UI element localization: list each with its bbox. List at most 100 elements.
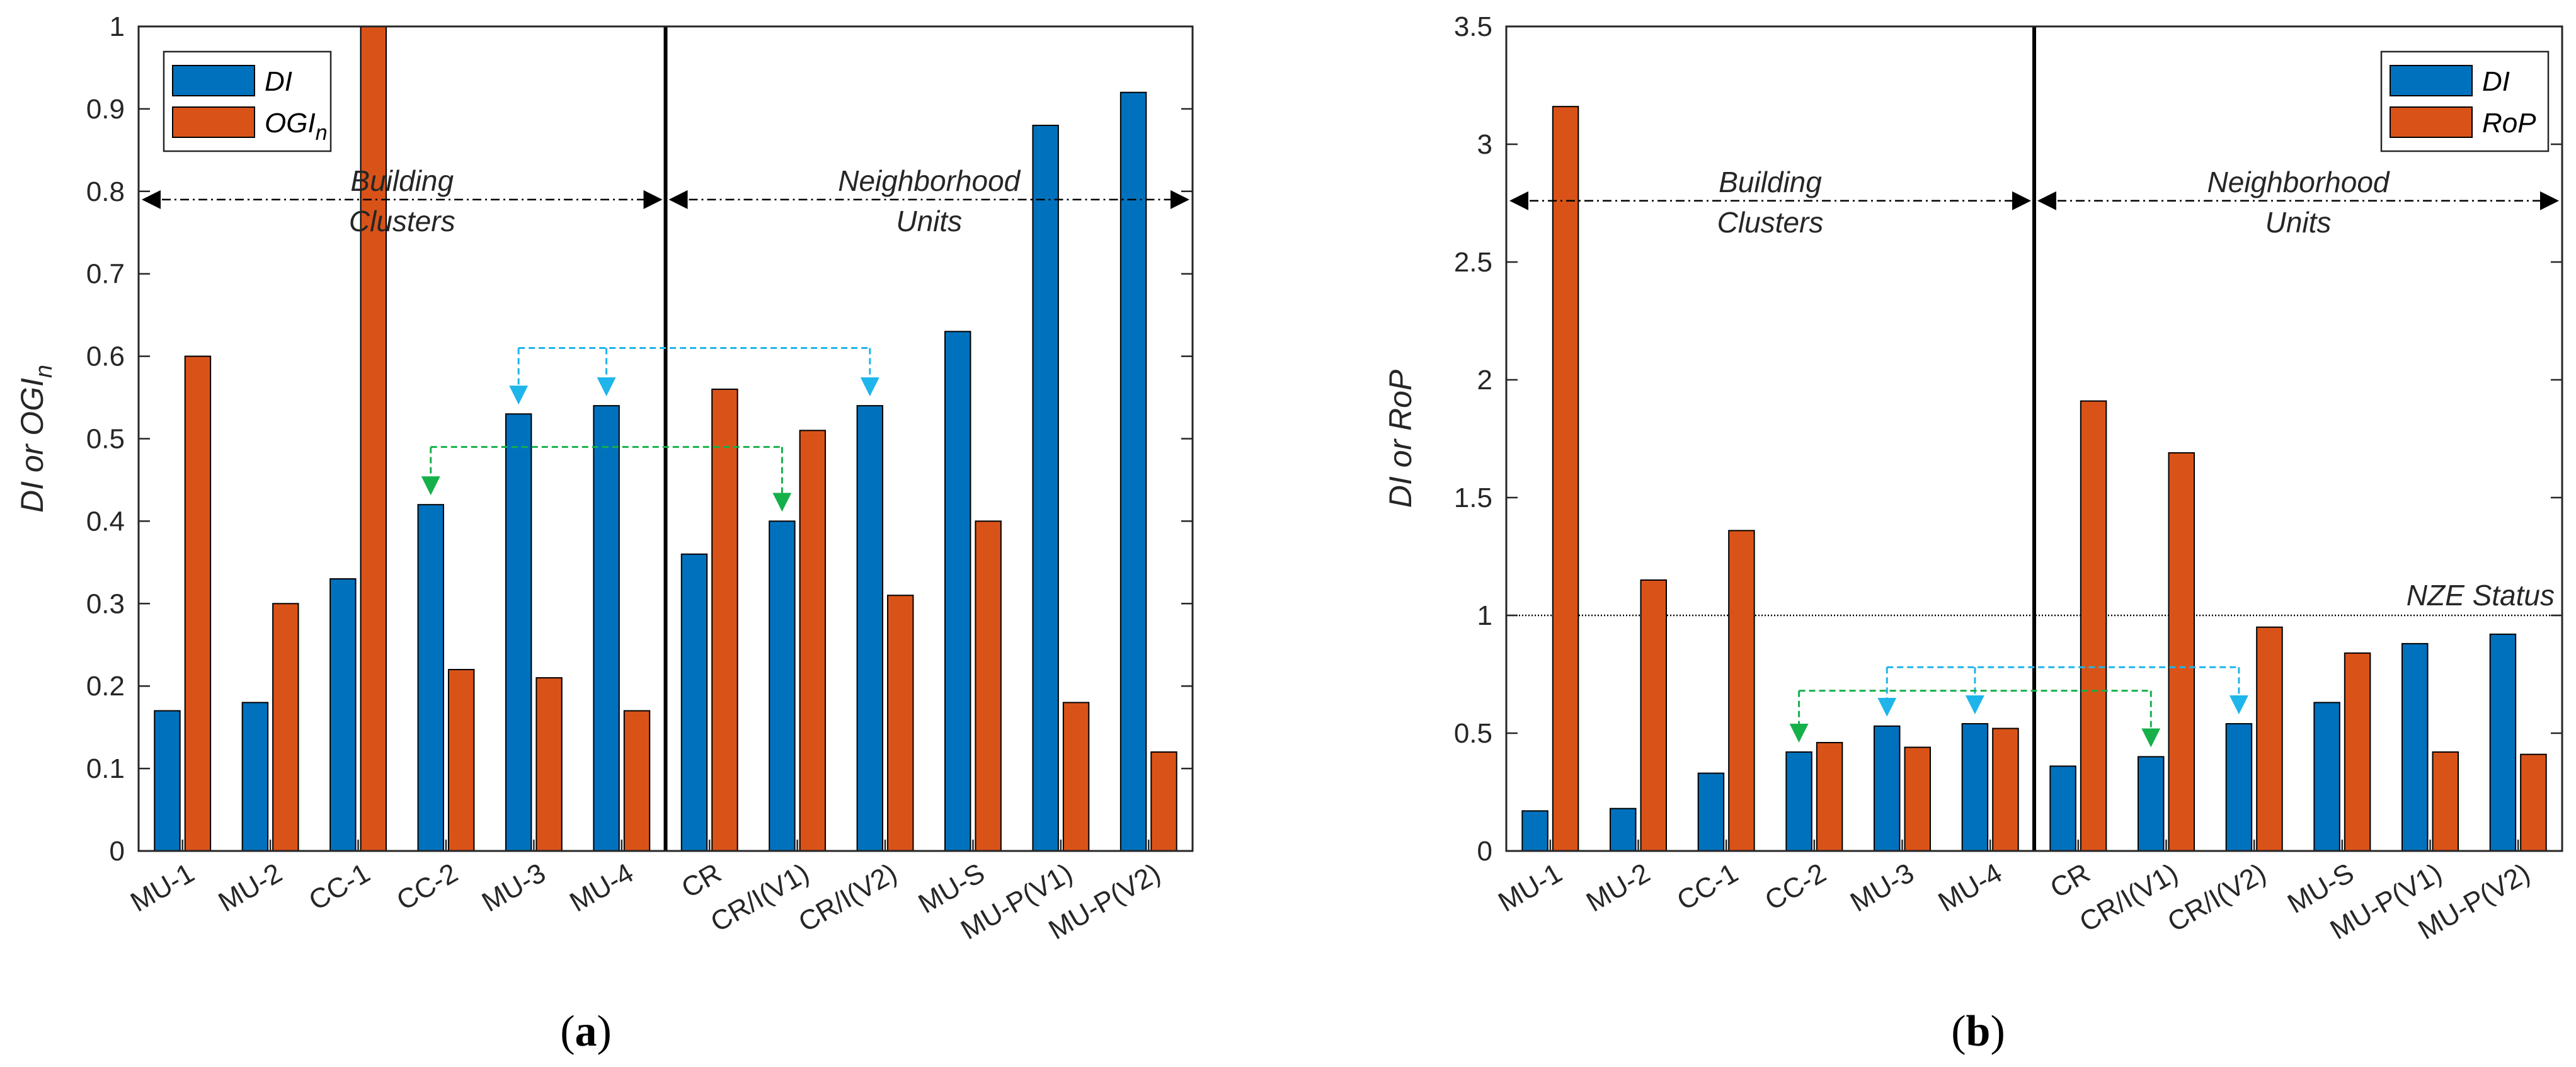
xtick-label: MU-2 [1581,857,1656,918]
bar-ogi-cr-i-v1- [799,430,827,852]
group-label-line1: Building [1719,166,1822,198]
bar-di-mu-p-v1- [2401,642,2429,852]
group-label-line2: Units [2265,206,2332,239]
bar-di-mu-p-v2- [2489,633,2517,852]
bar-ogi-cr [711,388,738,852]
xtick-label: CR/I(V2) [793,857,902,938]
ytick-label: 0.4 [86,506,125,537]
xtick-label: MU-1 [1493,857,1567,918]
ytick-label: 0.5 [1454,718,1492,749]
bar-di-cr-i-v1- [769,520,796,852]
xtick-label: CC-2 [1760,857,1831,916]
panel-label-letter: a [575,1007,597,1056]
legend-entry-text: DI [265,66,292,97]
xtick-label: MU-3 [1845,857,1920,918]
bar-di-mu-1 [154,710,181,852]
ytick-label: 0.2 [86,671,125,702]
bar-rop-cr [2080,400,2107,852]
bar-ogi-mu-s [975,520,1002,852]
legend-swatch-ogi [172,106,255,138]
bar-rop-mu-4 [1992,728,2019,852]
bar-di-cc-1 [329,578,357,852]
bar-di-mu-4 [593,405,620,852]
bar-di-mu-s [2313,702,2340,852]
ytick-label: 2.5 [1454,247,1492,278]
ytick-label: 0 [110,836,125,867]
panel-b: NZE Status Building Clusters Neighborhood Un… [1383,11,2563,1056]
panel-a: Building Clusters Neighborhood Units 0 0.1 0.2… [14,11,1194,1056]
bar-di-cc-2 [417,504,444,852]
xtick-label: CC-1 [1672,857,1743,916]
bar-rop-cc-2 [1816,741,1843,852]
ylabel: DI or RoP [1383,369,1418,508]
bar-rop-cr-i-v2- [2256,626,2283,852]
xtick-label: MU-3 [477,857,551,918]
ytick-label: 3 [1477,129,1492,160]
bar-di-cc-1 [1697,772,1725,852]
bar-di-mu-s [944,331,971,852]
ylabel-main: DI or RoP [1383,369,1418,508]
ytick-label: 1 [110,11,125,42]
bar-rop-mu-2 [1640,579,1668,852]
ytick-label: 0.1 [86,753,125,784]
legend-swatch-di [172,65,255,96]
bar-rop-cr-i-v1- [2168,452,2195,852]
ytick-label: 1 [1477,600,1492,631]
legend-swatch-di [2390,65,2473,96]
bar-ogi-cc-1 [360,26,387,852]
legend-entry-rop: RoP [2482,108,2536,139]
xtick-label: CC-1 [304,857,375,916]
ytick-label: 1.5 [1454,482,1492,513]
ylabel: DI or OGIn [14,365,57,513]
bar-ogi-cc-2 [447,669,475,852]
bar-rop-mu-p-v1- [2432,751,2459,852]
bar-di-mu-3 [505,413,532,852]
xtick-label: CR/I(V1) [706,857,815,938]
xtick-label: MU-4 [564,857,639,918]
bar-di-cc-2 [1785,751,1812,852]
group-label-line1: Neighborhood [838,164,1021,197]
panel-label-letter: b [1966,1007,1991,1056]
legend: DI OGIn [163,50,332,152]
xtick-label: MU-2 [213,857,287,918]
legend-entry-text: RoP [2482,108,2536,139]
legend-entry-di: DI [265,66,292,97]
bar-di-mu-2 [241,702,269,852]
xtick-label: CR [2045,857,2095,904]
xtick-label: CC-2 [392,857,463,916]
group-label-line2: Units [896,205,962,237]
panel-label-open: ( [560,1007,575,1056]
legend-swatch-rop [2390,106,2473,138]
bar-ogi-mu-p-v2- [1150,751,1177,852]
ytick-label: 0.8 [86,176,125,207]
bar-rop-mu-3 [1904,746,1932,852]
bar-di-cr-i-v2- [2225,723,2253,852]
panel-label-close: ) [1990,1007,2005,1056]
bar-di-mu-4 [1961,723,1989,852]
group-label-line2: Clusters [349,205,455,237]
panel-label: (a) [560,1007,612,1056]
xtick-label: CR/I(V1) [2075,857,2184,938]
bar-di-mu-3 [1873,725,1901,852]
bar-rop-mu-1 [1552,106,1579,852]
bar-di-mu-2 [1609,807,1637,852]
bar-rop-mu-s [2344,652,2371,852]
xtick-label: MU-4 [1933,857,2008,918]
legend-entry-subscript: n [316,121,328,145]
bar-di-cr-i-v1- [2137,756,2165,852]
ytick-label: 3.5 [1454,11,1492,42]
ytick-label: 2 [1477,365,1492,396]
group-label-line1: Building [350,164,454,197]
legend-entry-text: DI [2482,66,2510,97]
bar-ogi-mu-2 [272,603,299,852]
panel-label-close: ) [597,1007,612,1056]
ytick-label: 0.9 [86,94,125,125]
legend-entry-ogi: OGIn [265,108,328,145]
bar-ogi-mu-4 [623,710,651,852]
bar-ogi-cr-i-v2- [887,595,914,852]
ylabel-main: DI or OGI [14,378,50,513]
ylabel-subscript: n [31,365,57,378]
bar-di-mu-1 [1521,810,1548,852]
ytick-label: 0.5 [86,424,125,455]
